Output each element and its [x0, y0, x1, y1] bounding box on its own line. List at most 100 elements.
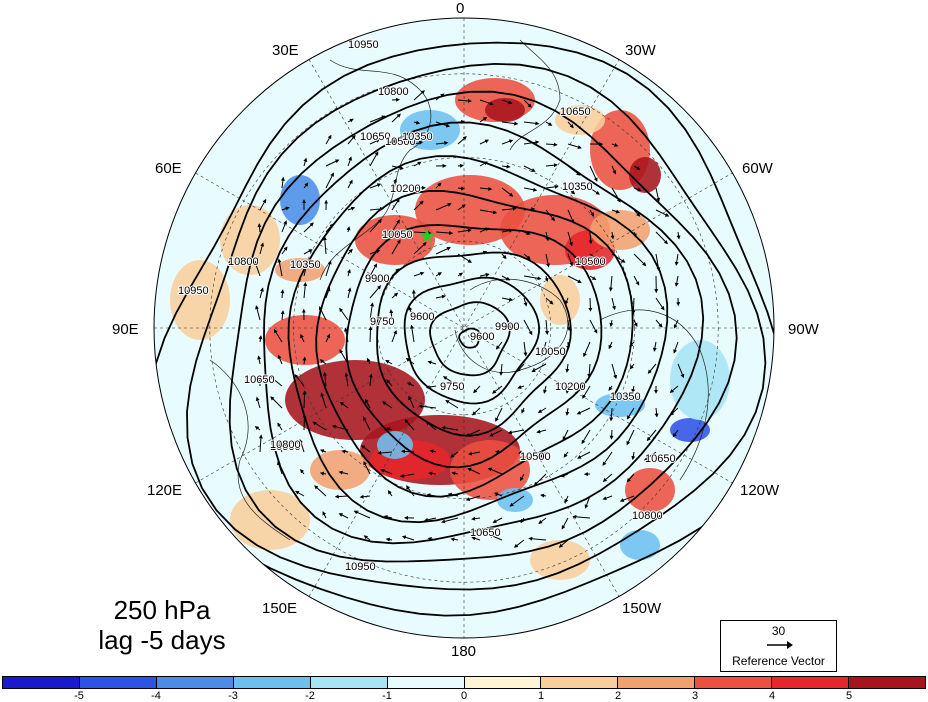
wind-vector — [576, 407, 591, 415]
wind-vector — [655, 253, 661, 272]
wind-vector — [567, 209, 575, 224]
wind-vector — [589, 319, 598, 334]
marker-star-icon — [420, 229, 434, 243]
wind-vector — [501, 206, 517, 211]
contour-label-4: 10350 — [402, 131, 433, 143]
wind-vector — [523, 165, 536, 172]
coastline-2 — [454, 278, 569, 373]
colorbar-tick-label: 5 — [845, 690, 853, 702]
colorbar-tick-label: -5 — [74, 690, 84, 702]
wind-vector — [488, 534, 503, 541]
wind-vector — [303, 157, 308, 167]
wind-vector — [523, 231, 531, 236]
wind-vector — [386, 379, 393, 387]
wind-vector — [479, 250, 488, 255]
wind-vector — [445, 399, 459, 409]
wind-vector — [674, 275, 679, 287]
wind-vector — [561, 517, 569, 530]
wind-vector — [677, 363, 685, 379]
wind-vector — [501, 275, 511, 281]
wind-vector — [300, 333, 305, 343]
contour-line-10 — [458, 327, 481, 349]
wind-vector — [540, 341, 547, 357]
wind-vector — [413, 200, 424, 211]
contour-label-19: 10650 — [645, 453, 676, 465]
wind-vector — [567, 121, 574, 129]
wind-vector — [363, 460, 371, 475]
wind-vector — [652, 341, 657, 352]
wind-vector — [626, 407, 635, 420]
wind-vector — [381, 401, 393, 409]
anomaly-blob-24 — [230, 490, 310, 550]
colorbar-segment-4 — [310, 677, 388, 688]
wind-vector — [391, 292, 399, 299]
wind-vector — [277, 442, 283, 453]
wind-vector — [341, 449, 349, 454]
wind-vector — [517, 385, 525, 389]
wind-vector — [391, 140, 398, 145]
wind-vector — [629, 363, 635, 370]
contour-label-15: 10800 — [270, 439, 301, 451]
wind-vector — [401, 535, 415, 541]
lon-30e-label: 30E — [272, 42, 299, 59]
wind-vector — [391, 165, 404, 170]
wind-vector — [545, 297, 554, 305]
contour-label-8: 9750 — [370, 316, 394, 328]
anomaly-blob-14 — [590, 210, 650, 250]
colorbar-tick-label: 1 — [537, 690, 545, 702]
reference-arrow-icon — [767, 641, 793, 649]
wind-vector — [338, 470, 349, 475]
contour-label-2: 10650 — [360, 131, 391, 143]
contour-line-8 — [403, 276, 540, 405]
wind-vector — [319, 471, 327, 476]
wind-vector — [589, 253, 600, 262]
wind-vector — [499, 363, 504, 376]
wind-vector — [509, 495, 525, 507]
anomaly-blob-21 — [497, 488, 533, 512]
wind-vector — [255, 396, 261, 409]
colorbar-segment-7 — [541, 677, 619, 688]
wind-vector — [501, 297, 514, 302]
anomaly-blob-18 — [620, 530, 660, 560]
wind-vector — [492, 385, 503, 394]
wind-vector — [363, 535, 371, 541]
wind-vector — [589, 275, 597, 281]
colorbar-tick-label: 4 — [768, 690, 776, 702]
wind-vector — [387, 490, 393, 497]
contour-label-27: 9900 — [495, 321, 519, 333]
wind-vector — [377, 450, 393, 455]
wind-vector — [533, 473, 547, 487]
wind-vector — [565, 385, 570, 394]
anomaly-blob-26 — [670, 340, 730, 420]
colorbar-segment-0 — [3, 677, 80, 688]
wind-vector — [302, 413, 307, 431]
anomaly-blob-1 — [485, 98, 525, 122]
wind-vector — [435, 230, 454, 235]
wind-vector — [520, 517, 525, 524]
wind-vector — [577, 451, 591, 459]
height-contours — [154, 41, 774, 617]
wind-vector — [428, 471, 437, 476]
wind-vector — [523, 121, 540, 126]
wind-vector — [435, 294, 446, 299]
wind-vector — [611, 253, 626, 263]
wind-vector — [633, 165, 641, 170]
wind-vector — [347, 156, 352, 167]
wind-vector — [450, 537, 459, 542]
wind-vector — [294, 374, 305, 387]
colorbar-tick-label: -3 — [228, 690, 238, 702]
wind-vector — [587, 363, 592, 378]
wind-vector — [479, 272, 490, 277]
wind-vector — [300, 469, 305, 475]
wind-vector — [619, 495, 635, 502]
wind-vector — [389, 309, 394, 321]
wind-vector — [347, 268, 351, 277]
wind-vector — [631, 451, 636, 461]
wind-vector — [589, 165, 598, 182]
wind-vector — [479, 116, 488, 123]
contour-label-13: 10500 — [270, 441, 301, 453]
polar-map: 1095010800106501050010350102001005099009… — [153, 17, 775, 639]
coastline-4 — [209, 359, 291, 541]
wind-vector — [413, 90, 425, 101]
anomaly-blob-28 — [170, 260, 230, 340]
